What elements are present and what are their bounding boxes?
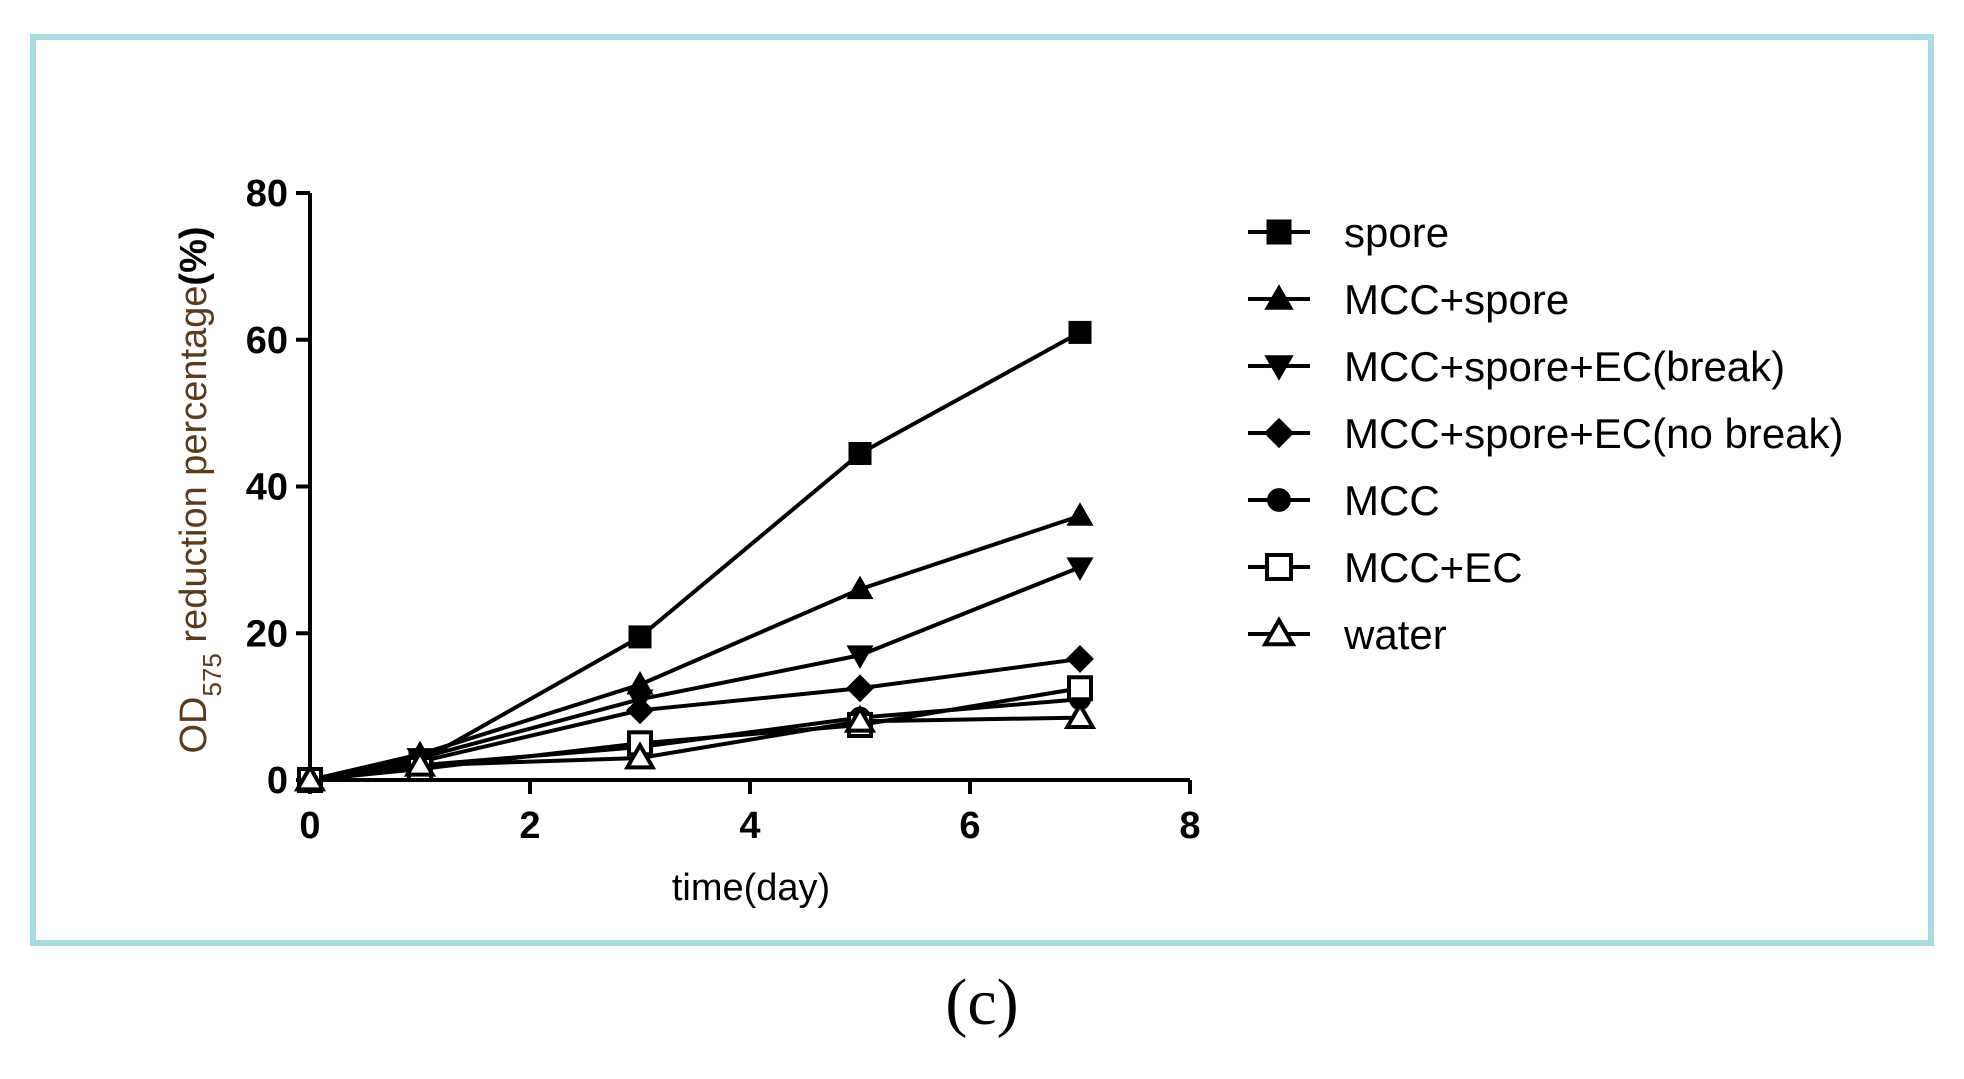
x-tick-label: 4: [739, 805, 760, 847]
legend-label-mcc-spore-ec-no-break: MCC+spore+EC(no break): [1344, 410, 1844, 457]
y-tick-label: 40: [246, 467, 288, 509]
y-axis-title-suffix: reduction percentage: [173, 286, 215, 654]
x-tick-label: 8: [1179, 805, 1200, 847]
data-point-mcc-spore-ec-no-break: [846, 674, 874, 703]
legend-marker-spore: [1266, 219, 1292, 245]
legend-marker-mcc: [1267, 488, 1291, 512]
legend-label-mcc-ec: MCC+EC: [1344, 544, 1523, 591]
data-point-mcc-spore: [1066, 502, 1094, 526]
data-point-water: [403, 748, 437, 777]
y-axis-title-subscript: 575: [197, 653, 227, 696]
y-axis-title-unit: (%): [173, 226, 215, 285]
y-tick-label: 0: [267, 760, 288, 802]
y-tick-label: 80: [246, 173, 288, 215]
data-point-water: [623, 741, 657, 770]
x-axis-title: time(day): [672, 867, 830, 909]
figure-frame: [30, 34, 1934, 946]
legend-label-water: water: [1343, 611, 1447, 658]
legend-label-mcc-spore: MCC+spore: [1344, 276, 1569, 323]
data-point-mcc-spore-ec-no-break: [1066, 645, 1094, 673]
data-point-water: [843, 704, 877, 733]
x-tick-label: 2: [519, 805, 540, 847]
y-tick-label: 60: [246, 320, 288, 362]
legend-label-mcc: MCC: [1344, 477, 1440, 524]
x-tick-label: 6: [959, 805, 980, 847]
y-tick-label: 20: [246, 613, 288, 655]
panel-label: (c): [945, 966, 1019, 1039]
y-axis-title-prefix: OD: [173, 697, 215, 754]
data-point-spore: [848, 441, 872, 465]
legend-label-mcc-spore-ec-break: MCC+spore+EC(break): [1344, 343, 1785, 390]
data-point-mcc-ec: [1067, 675, 1093, 702]
legend-marker-mcc-spore-ec-no-break: [1263, 417, 1295, 449]
data-point-mcc-spore: [846, 575, 874, 600]
data-point-spore: [628, 625, 652, 649]
y-axis-title: OD575 reduction percentage(%): [173, 226, 227, 753]
legend-marker-water: [1261, 616, 1297, 647]
data-point-mcc-spore-ec-break: [846, 645, 874, 669]
x-tick-label: 0: [299, 805, 320, 847]
legend-marker-mcc-spore-ec-break: [1264, 355, 1294, 381]
legend: spore MCC+spore MCC+spore+EC(break) MCC+spo…: [1248, 209, 1844, 658]
legend-marker-mcc-spore: [1264, 284, 1294, 310]
data-point-spore: [1068, 320, 1092, 344]
legend-label-spore: spore: [1344, 209, 1449, 256]
data-point-mcc-spore-ec-no-break: [626, 696, 654, 725]
data-point-water: [1063, 700, 1097, 729]
legend-marker-mcc-ec: [1265, 553, 1293, 581]
data-point-water: [293, 763, 327, 792]
data-point-mcc-spore-ec-break: [1066, 557, 1094, 581]
